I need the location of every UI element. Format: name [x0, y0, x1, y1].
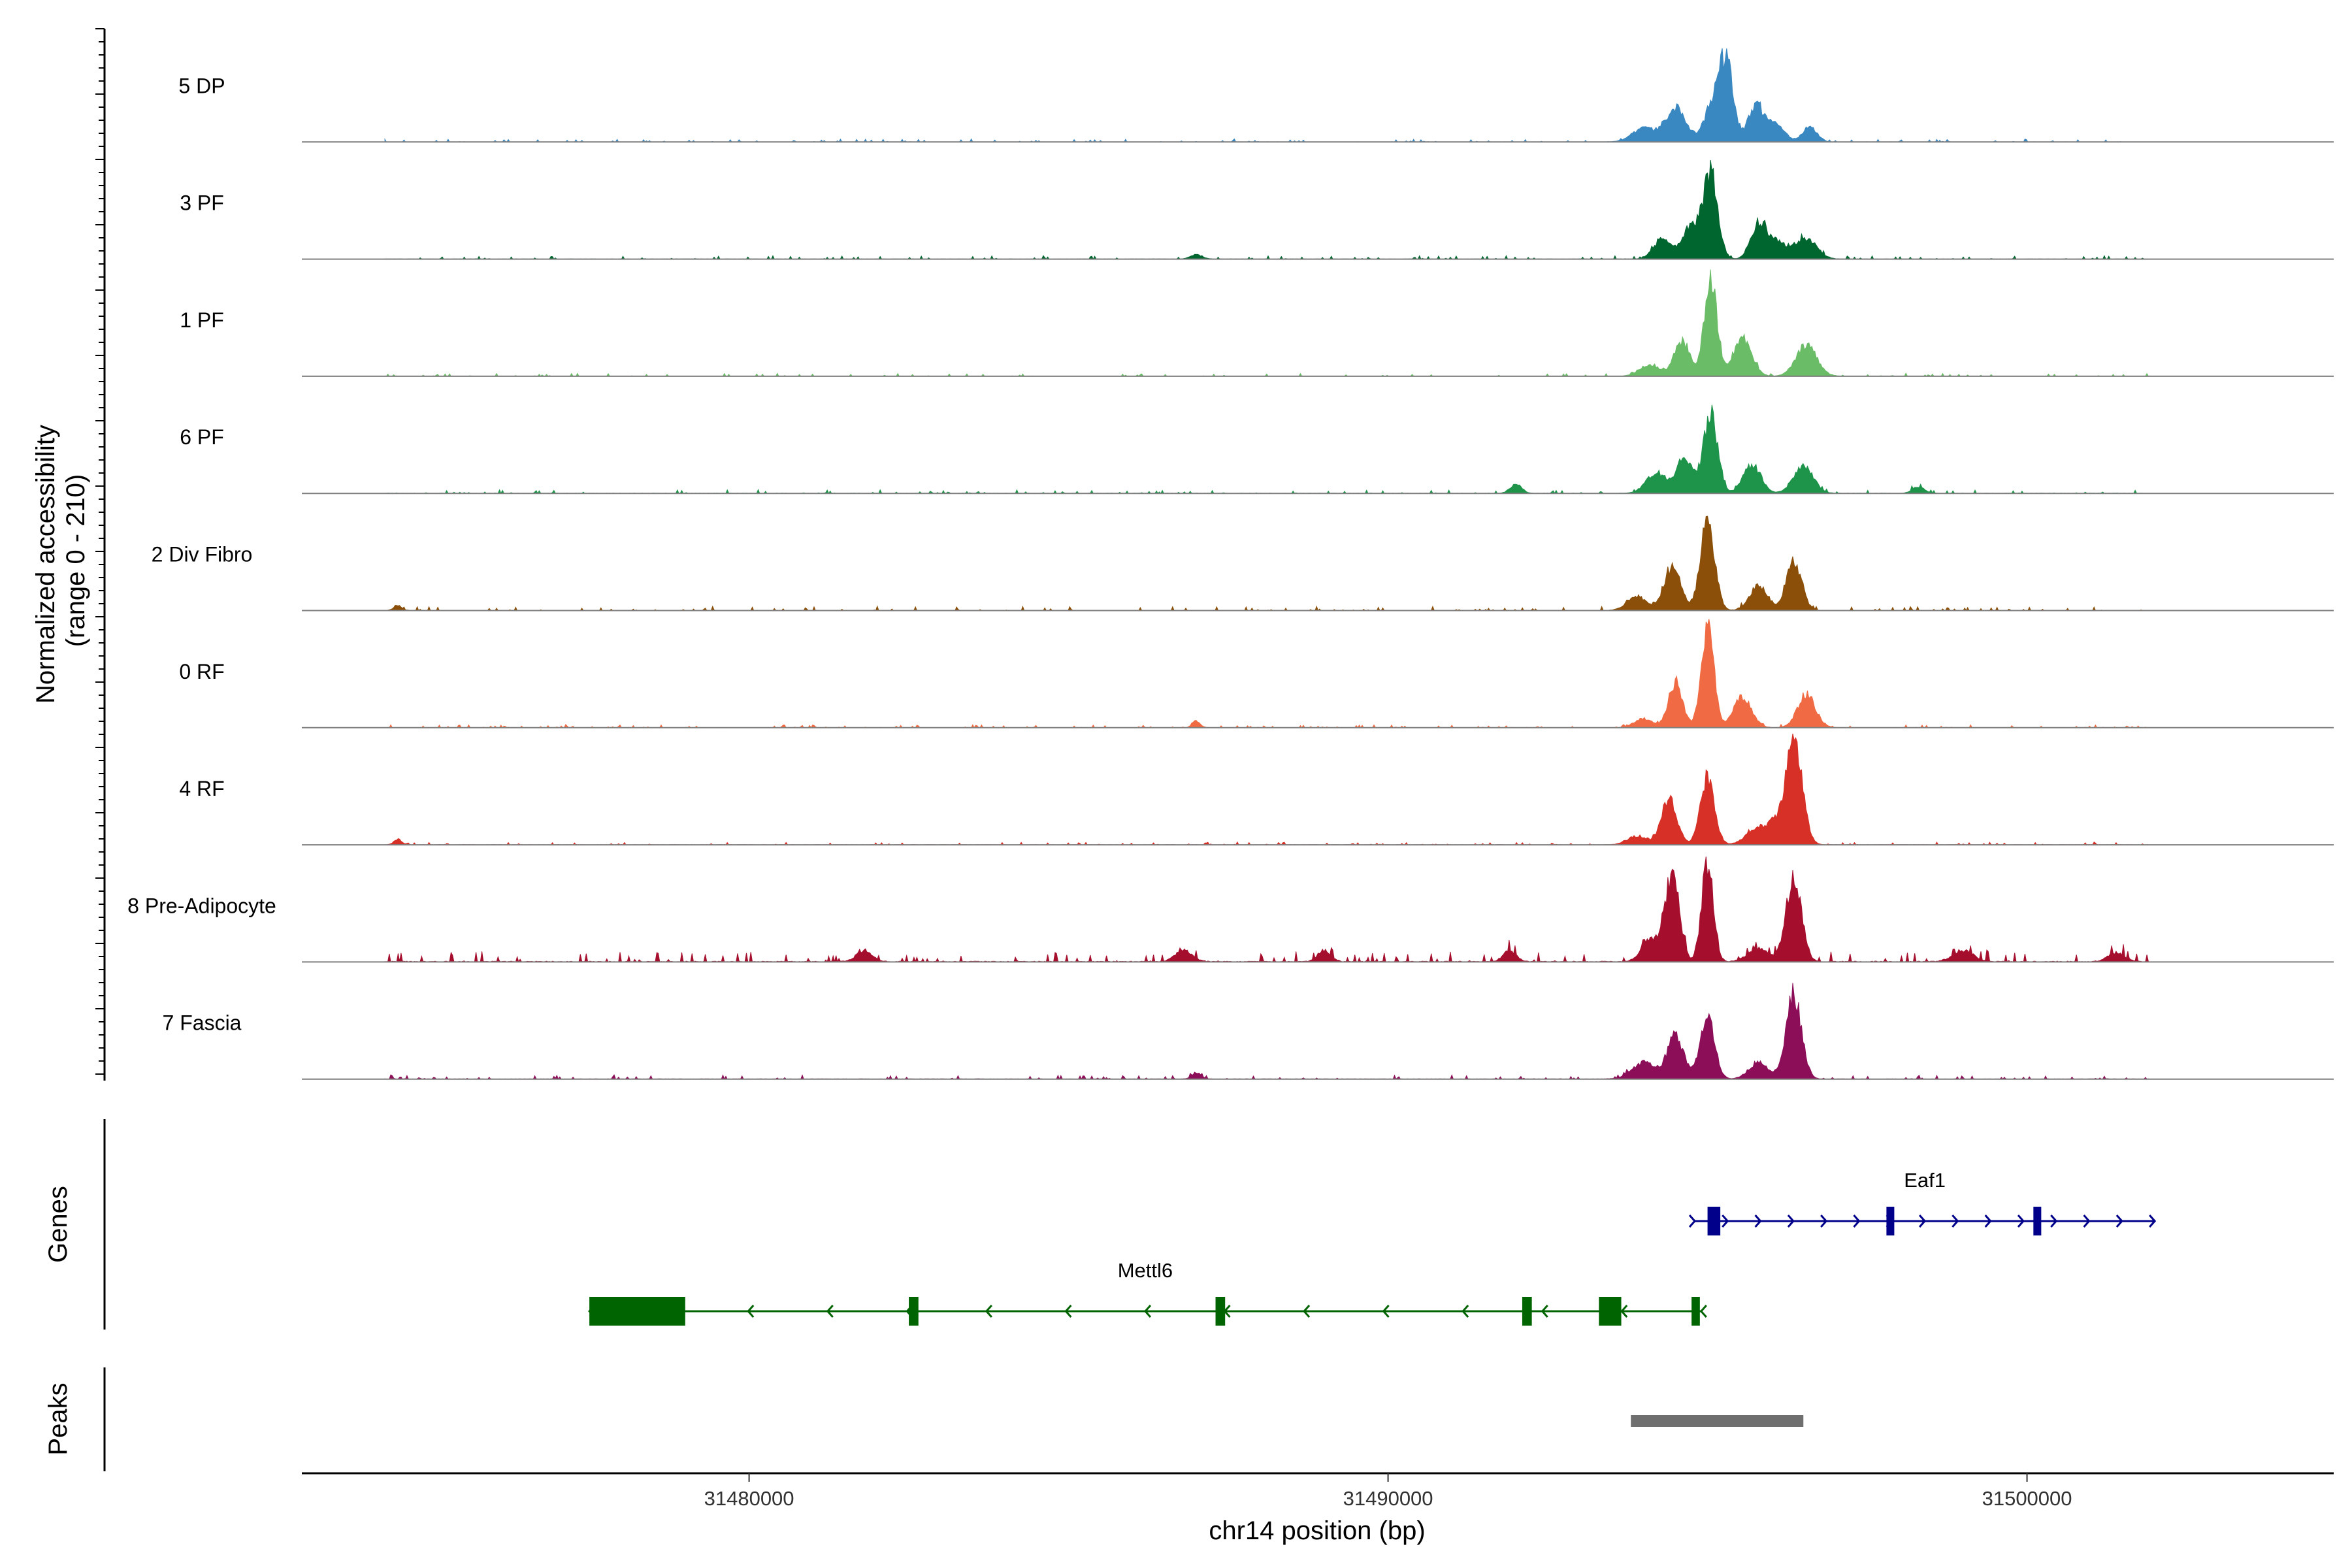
- gene-exon: [1707, 1207, 1721, 1235]
- gene-exon: [589, 1297, 685, 1326]
- strand-arrow: [1952, 1215, 1959, 1228]
- coverage-area: [384, 404, 2149, 495]
- x-tick-label: 31500000: [1982, 1487, 2072, 1510]
- peak-region: [1631, 1415, 1804, 1427]
- coverage-area: [384, 48, 2149, 143]
- coverage-area: [384, 733, 2149, 845]
- track-label: 3 PF: [180, 191, 224, 215]
- gene-label: Mettl6: [1118, 1259, 1173, 1282]
- track-label: 2 Div Fibro: [152, 543, 253, 566]
- coverage-area: [384, 619, 2149, 728]
- gene-exon: [909, 1297, 919, 1326]
- gene-exon: [1599, 1297, 1622, 1326]
- strand-arrow: [1722, 1215, 1729, 1228]
- coverage-track: 2 Div Fibro: [152, 515, 2334, 612]
- gene-model: Eaf1: [1688, 1169, 2157, 1235]
- coverage-track: 8 Pre-Adipocyte: [127, 857, 2334, 963]
- track-label: 8 Pre-Adipocyte: [127, 894, 276, 917]
- coverage-area: [384, 983, 2149, 1080]
- gene-exon: [1691, 1297, 1700, 1326]
- coverage-area: [384, 857, 2149, 963]
- track-label: 4 RF: [179, 777, 224, 800]
- peaks-axis-title: Peaks: [44, 1382, 73, 1455]
- strand-arrow: [985, 1305, 992, 1318]
- strand-arrow: [1382, 1305, 1390, 1318]
- coverage-track: 4 RF: [179, 733, 2334, 846]
- track-label: 1 PF: [180, 308, 224, 332]
- strand-arrow: [1064, 1305, 1072, 1318]
- coverage-track: 7 Fascia: [163, 983, 2334, 1080]
- track-label: 6 PF: [180, 425, 224, 449]
- strand-arrow: [2083, 1215, 2091, 1228]
- strand-arrow: [1462, 1305, 1469, 1318]
- coverage-area: [384, 515, 2149, 612]
- strand-arrow: [1541, 1305, 1548, 1318]
- gene-exon: [1522, 1297, 1532, 1326]
- coverage-track: 1 PF: [180, 269, 2334, 377]
- strand-arrow: [1787, 1215, 1795, 1228]
- strand-arrow: [2050, 1215, 2058, 1228]
- y-axis-title: Normalized accessibility (range 0 - 210): [31, 417, 90, 704]
- coverage-y-ticks: [95, 28, 105, 1075]
- strand-arrow: [2115, 1215, 2123, 1228]
- strand-arrow: [1688, 1215, 1697, 1228]
- coverage-area: [384, 159, 2149, 260]
- gene-model: Mettl6: [588, 1259, 1707, 1326]
- track-label: 7 Fascia: [163, 1011, 242, 1035]
- strand-arrow: [2149, 1215, 2157, 1228]
- strand-arrow: [1620, 1305, 1628, 1318]
- coverage-track: 0 RF: [179, 619, 2334, 728]
- coverage-area: [385, 269, 2149, 377]
- strand-arrow: [1754, 1215, 1762, 1228]
- strand-arrow: [1984, 1215, 1992, 1228]
- track-label: 5 DP: [178, 74, 225, 97]
- genes-axis-title: Genes: [44, 1186, 73, 1263]
- strand-arrow: [2017, 1215, 2025, 1228]
- strand-arrow: [1303, 1305, 1311, 1318]
- strand-arrow: [1918, 1215, 1927, 1228]
- track-label: 0 RF: [179, 660, 224, 683]
- x-axis-ticks: 31480000 31490000 31500000: [704, 1473, 2072, 1510]
- x-axis-title: chr14 position (bp): [1209, 1516, 1425, 1545]
- gene-track: Eaf1 Mettl6: [588, 1169, 2157, 1326]
- strand-arrow: [1820, 1215, 1828, 1228]
- coverage-track: 5 DP: [178, 48, 2334, 143]
- coverage-track: 6 PF: [180, 404, 2334, 495]
- x-tick-label: 31480000: [704, 1487, 794, 1510]
- y-axis-title-line2: (range 0 - 210): [61, 474, 90, 647]
- strand-arrow: [1143, 1305, 1152, 1318]
- strand-arrow: [1853, 1215, 1861, 1228]
- gene-exon: [1886, 1207, 1895, 1235]
- strand-arrow: [826, 1305, 834, 1318]
- x-tick-label: 31490000: [1343, 1487, 1433, 1510]
- strand-arrow: [747, 1305, 755, 1318]
- gene-exon: [1215, 1297, 1226, 1326]
- coverage-track: 3 PF: [180, 159, 2334, 260]
- coverage-tracks: 5 DP 3 PF 1 PF 6 PF 2 Div Fibro 0 RF 4 RF 8 Pre…: [127, 48, 2334, 1080]
- gene-label: Eaf1: [1904, 1169, 1946, 1192]
- y-axis-title-line1: Normalized accessibility: [31, 425, 60, 704]
- peak-track: [1631, 1415, 1804, 1427]
- gene-exon: [2033, 1207, 2042, 1235]
- strand-arrow: [1699, 1305, 1707, 1318]
